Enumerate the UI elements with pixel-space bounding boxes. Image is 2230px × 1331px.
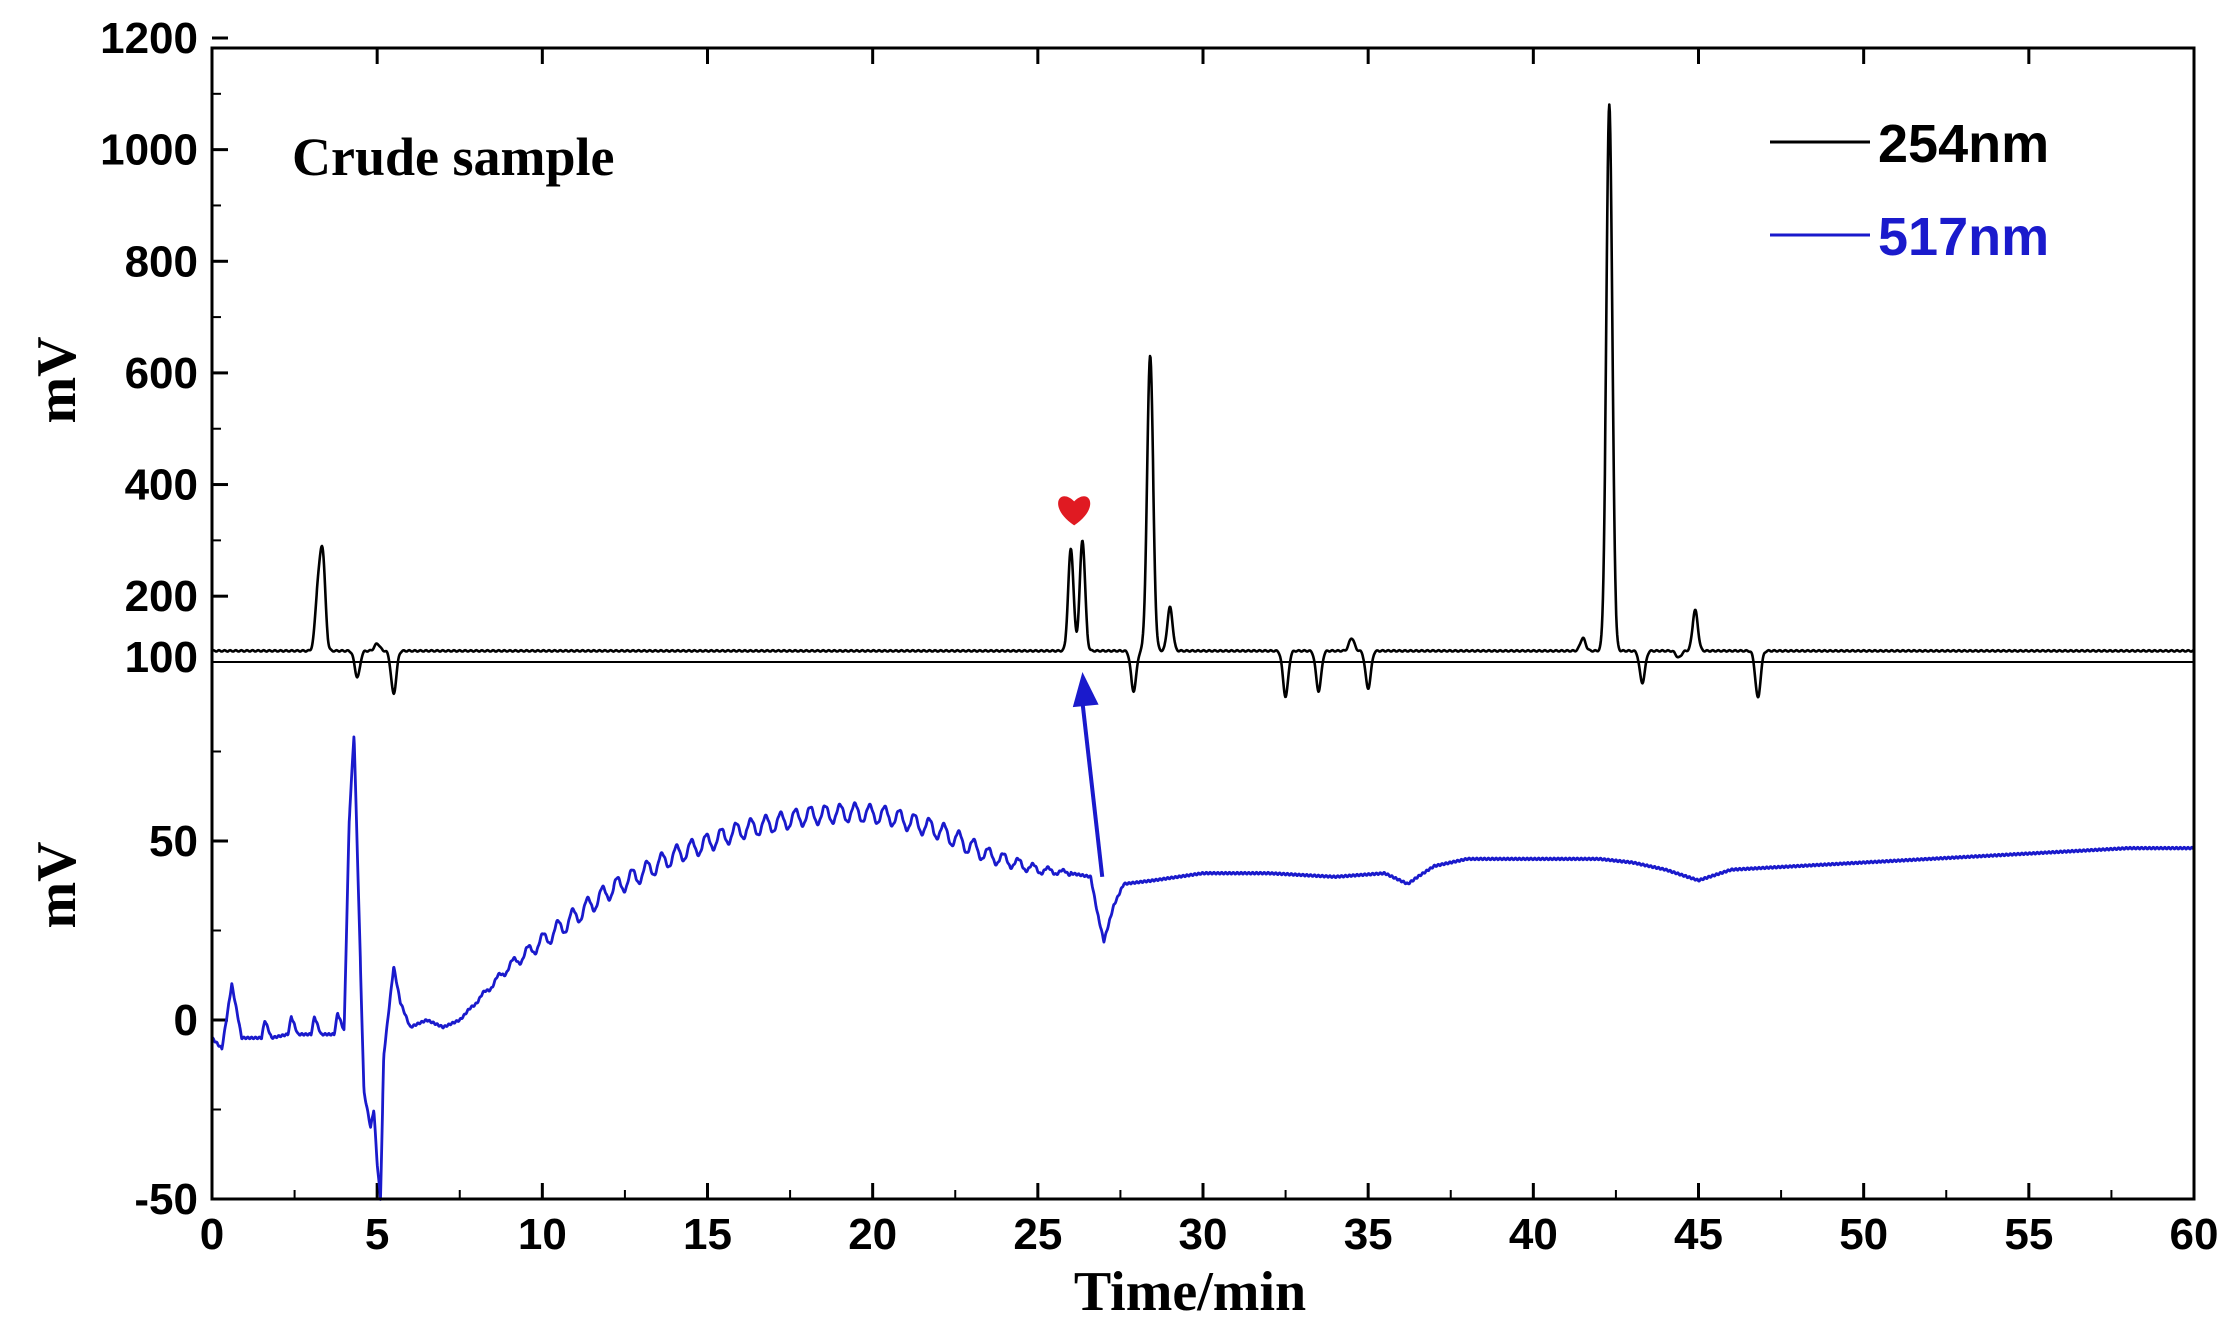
bottom-y-axis-label: mV <box>26 841 88 928</box>
x-tick-label: 55 <box>2004 1210 2053 1259</box>
x-tick-label: 20 <box>848 1210 897 1259</box>
peak-arrow-shaft <box>1080 701 1105 878</box>
heart-icon <box>1058 496 1091 526</box>
series-517nm-trace <box>211 735 2195 1201</box>
x-axis-ticks: 0 5 10 15 20 25 30 35 40 45 50 55 60 <box>200 48 2219 1259</box>
x-tick-label: 50 <box>1839 1210 1888 1259</box>
series-254nm-trace <box>211 103 2195 699</box>
bottom-y-tick-label: -50 <box>134 1175 198 1224</box>
top-y-tick-label: 1000 <box>100 126 198 175</box>
x-tick-label: 40 <box>1509 1210 1558 1259</box>
bottom-panel-y-ticks: -50 0 50 <box>134 750 228 1224</box>
top-y-tick-label: 200 <box>125 572 198 621</box>
x-tick-label: 10 <box>518 1210 567 1259</box>
x-tick-label: 30 <box>1179 1210 1228 1259</box>
x-axis-label: Time/min <box>1074 1261 1306 1323</box>
panel-title: Crude sample <box>292 127 615 187</box>
top-panel-y-ticks: 200 400 600 800 1000 1200 100 <box>100 14 228 682</box>
x-tick-label: 5 <box>365 1210 389 1259</box>
x-tick-label: 45 <box>1674 1210 1723 1259</box>
x-tick-label: 35 <box>1344 1210 1393 1259</box>
top-y-tick-label: 600 <box>125 349 198 398</box>
bottom-y-tick-label: 50 <box>149 817 198 866</box>
plot-frame <box>210 46 2196 1201</box>
top-y-tick-label: 800 <box>125 237 198 286</box>
x-tick-label: 15 <box>683 1210 732 1259</box>
x-tick-label: 60 <box>2170 1210 2219 1259</box>
legend: 254nm 517nm <box>1770 114 2049 267</box>
x-tick-label: 0 <box>200 1210 224 1259</box>
legend-label-517nm: 517nm <box>1878 207 2049 267</box>
top-y-tick-label: 400 <box>125 461 198 510</box>
top-y-baseline-label: 100 <box>125 633 198 682</box>
bottom-y-tick-label: 0 <box>174 996 198 1045</box>
legend-label-254nm: 254nm <box>1878 114 2049 174</box>
x-tick-label: 25 <box>1013 1210 1062 1259</box>
peak-arrow-head <box>1072 672 1099 708</box>
top-y-tick-label: 1200 <box>100 14 198 63</box>
top-y-axis-label: mV <box>26 336 88 423</box>
